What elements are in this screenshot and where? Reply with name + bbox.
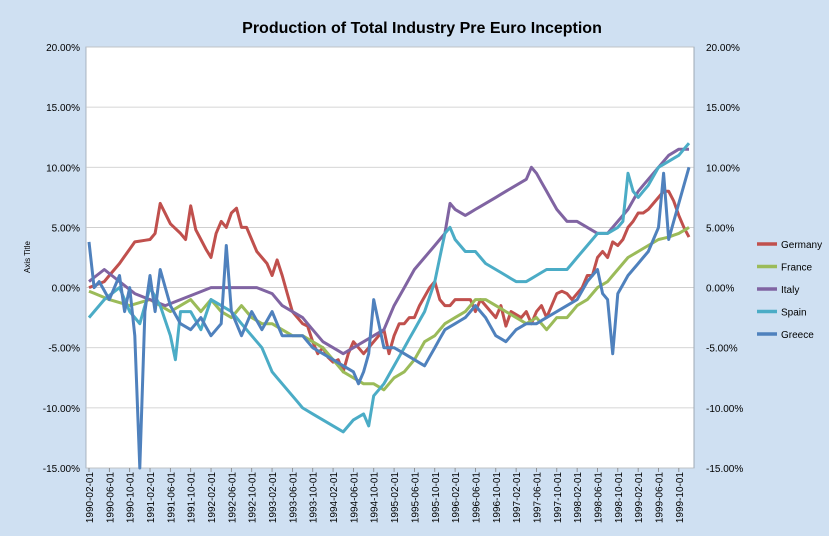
x-axis: 1990-02-01 1990-06-01 1990-10-01 1991-02-01… [85,468,686,523]
series-line-france [88,226,690,392]
x-tick-label: 1990-10-01 [126,472,137,524]
series-line-greece [87,166,691,470]
x-tick-label: 1992-02-01 [207,472,218,524]
legend-label-france: France [781,263,813,274]
y-tick-label: -15.00% [43,464,80,475]
x-tick-label: 1991-06-01 [166,472,177,524]
x-tick-label: 1992-06-01 [227,472,238,524]
chart-title: Production of Total Industry Pre Euro In… [242,20,602,37]
x-tick-label: 1992-10-01 [248,472,259,524]
y2-tick-label: 20.00% [706,43,740,54]
x-tick-label: 1993-10-01 [309,472,320,524]
legend-label-spain: Spain [781,308,807,319]
x-tick-label: 1997-02-01 [512,472,523,524]
y-tick-label: 0.00% [52,284,80,295]
series-line-italy [88,147,689,356]
x-tick-label: 1990-06-01 [105,472,116,524]
y-axis-right: -15.00% -10.00% -5.00% 0.00% 5.00% 10.00% 15.0… [693,43,743,475]
legend: Germany France Italy Spain Greece [757,240,822,341]
x-tick-label: 1993-06-01 [288,472,299,524]
x-tick-label: 1996-10-01 [492,472,503,524]
series-line-spain [87,142,691,434]
x-tick-label: 1991-02-01 [146,472,157,524]
legend-label-greece: Greece [781,330,814,341]
y-tick-label: 15.00% [46,103,80,114]
y-tick-label: -10.00% [43,404,80,415]
x-tick-label: 1994-02-01 [329,472,340,524]
y-tick-label: 20.00% [46,43,80,54]
legend-label-germany: Germany [781,240,822,251]
y2-tick-label: -10.00% [706,404,743,415]
y2-tick-label: 15.00% [706,103,740,114]
x-tick-label: 1993-02-01 [268,472,279,524]
y2-tick-label: 5.00% [706,223,734,234]
y-axis-left: -15.00% -10.00% -5.00% 0.00% 5.00% 10.00% 15.0… [43,43,80,475]
x-tick-label: 1996-06-01 [471,472,482,524]
x-tick-label: 1999-06-01 [654,472,665,524]
x-tick-label: 1998-10-01 [614,472,625,524]
y-axis-title: Axis Title [23,240,32,273]
y2-tick-label: -5.00% [706,344,738,355]
x-tick-label: 1999-10-01 [675,472,686,524]
y-tick-label: 5.00% [52,223,80,234]
y2-tick-label: 10.00% [706,163,740,174]
x-tick-label: 1997-10-01 [553,472,564,524]
y-tick-label: 10.00% [46,163,80,174]
x-tick-label: 1998-06-01 [593,472,604,524]
x-tick-label: 1991-10-01 [187,472,198,524]
x-tick-label: 1995-10-01 [431,472,442,524]
y-tick-label: -5.00% [48,344,80,355]
x-tick-label: 1997-06-01 [532,472,543,524]
y2-tick-label: -15.00% [706,464,743,475]
x-tick-label: 1995-02-01 [390,472,401,524]
series-line-germany [88,189,691,374]
x-tick-label: 1996-02-01 [451,472,462,524]
x-tick-label: 1994-10-01 [370,472,381,524]
x-tick-label: 1999-02-01 [634,472,645,524]
x-tick-label: 1995-06-01 [410,472,421,524]
x-tick-label: 1990-02-01 [85,472,96,524]
x-tick-label: 1998-02-01 [573,472,584,524]
legend-label-italy: Italy [781,285,799,296]
y2-tick-label: 0.00% [706,284,734,295]
plot-area [85,46,695,469]
series-lines [87,142,691,470]
x-tick-label: 1994-06-01 [349,472,360,524]
